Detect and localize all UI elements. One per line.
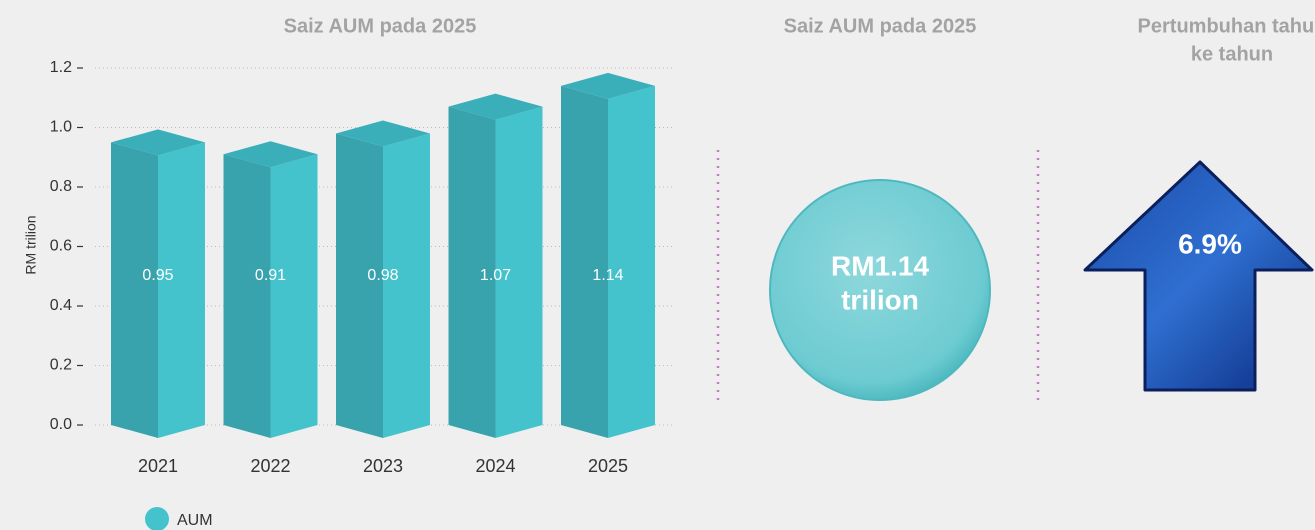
bar	[223, 141, 318, 438]
aum-value: trilion	[841, 284, 919, 315]
bar-right-face	[270, 154, 318, 438]
bar	[561, 72, 655, 438]
y-tick-label: 0.0	[50, 416, 72, 433]
bar-top	[336, 120, 430, 147]
panel-title: Pertumbuhan tahun	[1138, 15, 1315, 37]
panel-title: ke tahun	[1191, 43, 1273, 65]
data-label: 1.14	[592, 267, 623, 284]
data-label: 0.98	[367, 267, 398, 284]
y-axis-label: RM trilion	[23, 215, 39, 274]
bar	[336, 120, 430, 438]
aum-ball	[769, 179, 991, 401]
aum-value: RM1.14	[831, 250, 929, 281]
bar	[111, 129, 205, 438]
bar-top	[223, 141, 318, 168]
x-tick-label: 2024	[475, 456, 515, 476]
x-tick-label: 2023	[363, 456, 403, 476]
bar-left-face	[448, 106, 496, 439]
data-label: 0.91	[255, 267, 286, 284]
y-tick-label: 0.8	[50, 178, 72, 195]
growth-arrow	[1083, 160, 1314, 392]
bar-left-face	[561, 85, 608, 438]
y-tick-label: 0.2	[50, 357, 72, 374]
bar-top	[561, 72, 655, 99]
y-tick-label: 1.0	[50, 119, 72, 136]
legend-label: AUM	[177, 512, 213, 529]
data-label: 0.95	[142, 267, 173, 284]
bar-right-face	[495, 106, 543, 439]
chart-title: Saiz AUM pada 2025	[284, 15, 477, 37]
panel-title: Saiz AUM pada 2025	[784, 15, 977, 37]
y-tick-label: 1.2	[50, 59, 72, 76]
bar-left-face	[336, 133, 383, 438]
x-tick-label: 2021	[138, 456, 178, 476]
growth-value: 6.9%	[1178, 228, 1242, 259]
bar-left-face	[111, 142, 158, 438]
bar	[448, 93, 543, 439]
bar-right-face	[383, 133, 430, 438]
bar-left-face	[223, 154, 271, 438]
legend-swatch	[145, 507, 169, 530]
y-tick-label: 0.4	[50, 297, 72, 314]
data-label: 1.07	[480, 267, 511, 284]
x-tick-label: 2022	[250, 456, 290, 476]
y-tick-label: 0.6	[50, 238, 72, 255]
x-tick-label: 2025	[588, 456, 628, 476]
bar-right-face	[158, 142, 205, 438]
bar-top	[111, 129, 205, 156]
bar-right-face	[608, 85, 655, 438]
bar-top	[448, 93, 543, 120]
